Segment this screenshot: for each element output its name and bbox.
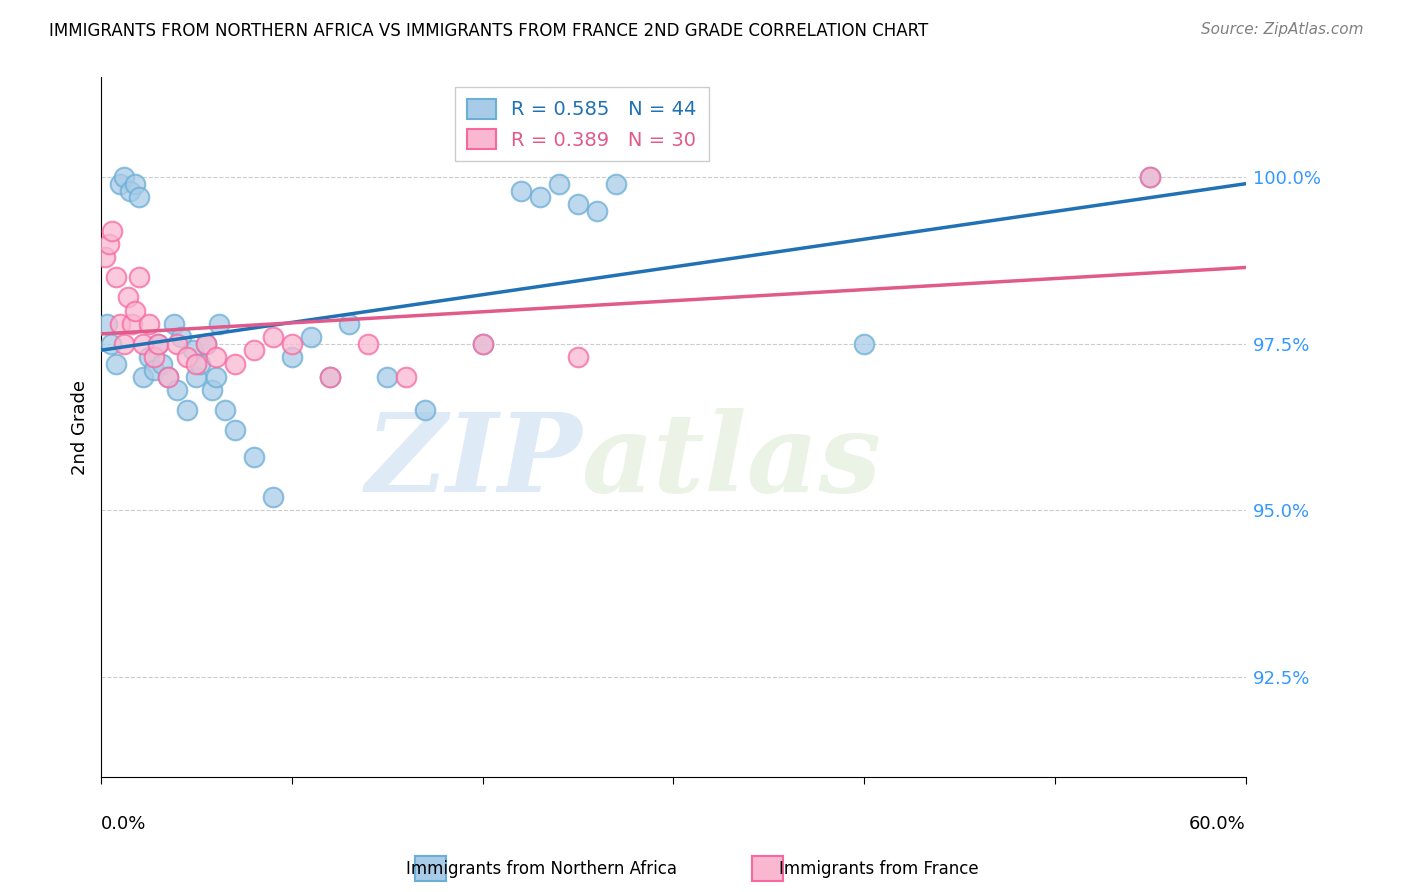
Point [214, 403, 236, 417]
Point [201, 384, 224, 398]
Text: Immigrants from Northern Africa: Immigrants from Northern Africa [406, 860, 676, 878]
Point [529, 190, 551, 204]
Text: Source: ZipAtlas.com: Source: ZipAtlas.com [1201, 22, 1364, 37]
Text: ZIP: ZIP [366, 409, 582, 516]
Point [148, 336, 170, 351]
Point [112, 170, 135, 185]
Point [170, 330, 193, 344]
Point [150, 357, 173, 371]
Text: Immigrants from France: Immigrants from France [779, 860, 979, 878]
Point [176, 350, 198, 364]
Legend: R = 0.585   N = 44, R = 0.389   N = 30: R = 0.585 N = 44, R = 0.389 N = 30 [456, 87, 709, 161]
Text: 60.0%: 60.0% [1189, 815, 1246, 833]
Point [94, 250, 117, 264]
Point [471, 336, 494, 351]
Point [415, 403, 437, 417]
Point [224, 357, 246, 371]
Y-axis label: 2nd Grade: 2nd Grade [72, 379, 89, 475]
Point [242, 450, 264, 464]
Point [281, 350, 304, 364]
Point [148, 336, 170, 351]
Point [156, 370, 179, 384]
Point [548, 177, 571, 191]
Point [204, 370, 226, 384]
Text: IMMIGRANTS FROM NORTHERN AFRICA VS IMMIGRANTS FROM FRANCE 2ND GRADE CORRELATION : IMMIGRANTS FROM NORTHERN AFRICA VS IMMIG… [49, 22, 928, 40]
Point [186, 357, 208, 371]
Text: atlas: atlas [582, 409, 882, 516]
Point [166, 384, 188, 398]
Point [242, 343, 264, 358]
Point [112, 336, 135, 351]
Point [319, 370, 342, 384]
Point [162, 317, 184, 331]
Point [128, 190, 150, 204]
Point [509, 184, 531, 198]
Point [121, 317, 143, 331]
Point [101, 224, 124, 238]
Point [395, 370, 418, 384]
Point [138, 350, 160, 364]
Point [186, 370, 208, 384]
Point [224, 423, 246, 437]
Point [166, 336, 188, 351]
Point [337, 317, 360, 331]
Point [105, 270, 128, 285]
Point [567, 350, 589, 364]
Point [117, 290, 139, 304]
Point [188, 357, 211, 371]
Point [208, 317, 231, 331]
Point [138, 317, 160, 331]
Point [118, 184, 141, 198]
Point [262, 330, 284, 344]
Point [181, 343, 204, 358]
Point [586, 203, 609, 218]
Point [108, 317, 131, 331]
Point [156, 370, 179, 384]
Point [97, 236, 120, 251]
Point [100, 336, 122, 351]
Point [605, 177, 627, 191]
Point [471, 336, 494, 351]
Point [299, 330, 322, 344]
Point [105, 357, 128, 371]
Point [1139, 170, 1161, 185]
Point [262, 490, 284, 504]
Point [176, 403, 198, 417]
Point [357, 336, 380, 351]
Point [124, 303, 146, 318]
Point [567, 197, 589, 211]
Point [128, 270, 150, 285]
Point [281, 336, 304, 351]
Point [194, 336, 217, 351]
Point [194, 336, 217, 351]
Point [853, 336, 876, 351]
Point [124, 177, 146, 191]
Point [204, 350, 226, 364]
Point [132, 370, 155, 384]
Point [319, 370, 342, 384]
Point [132, 336, 155, 351]
Point [143, 363, 166, 377]
Point [375, 370, 398, 384]
Point [108, 177, 131, 191]
Point [96, 317, 118, 331]
Point [143, 350, 166, 364]
Point [1139, 170, 1161, 185]
Text: 0.0%: 0.0% [101, 815, 146, 833]
